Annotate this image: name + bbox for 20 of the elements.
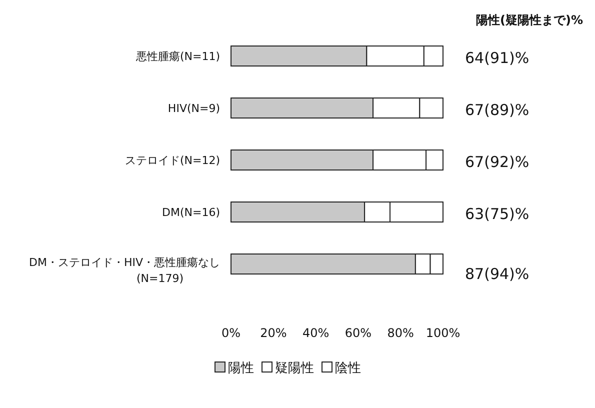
legend-label: 疑陽性 [275,361,314,376]
y-tick-label: ステロイド(N=12) [124,154,220,167]
x-tick-label: 40% [302,326,330,340]
legend-label: 陰性 [335,361,361,376]
x-tick-label: 0% [221,326,241,340]
y-tick-label: HIV(N=9) [168,102,220,115]
data-label: 67(89)% [465,101,530,119]
y-tick-label: DM・ステロイド・HIV・悪性腫瘍なし(N=179) [28,256,220,285]
data-label: 87(94)% [465,265,530,283]
y-tick-label: 悪性腫瘍(N=11) [134,50,220,63]
x-tick-label: 60% [344,326,372,340]
x-tick-label: 20% [260,326,287,340]
text: 陽性(疑陽性まで)% [476,13,583,27]
data-label: 63(75)% [465,205,530,223]
data-label: 64(91)% [465,49,530,67]
legend-label: 陽性 [228,361,254,376]
x-tick-label: 80% [387,326,414,340]
data-label: 67(92)% [465,153,530,171]
x-tick-label: 100% [426,326,460,340]
y-tick-label: DM(N=16) [162,206,220,219]
